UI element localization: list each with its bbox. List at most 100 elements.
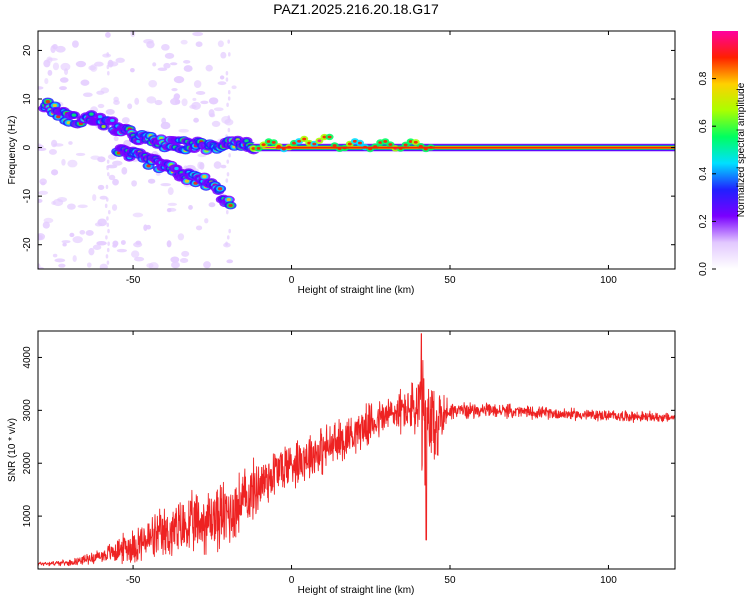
spectrogram-ridge-cell [45, 100, 51, 104]
spectrogram-noise-cell [97, 156, 106, 163]
spectrogram-noise-cell [67, 159, 78, 168]
spectrogram-tone-peak [307, 141, 312, 145]
spectrogram-streak-cell [225, 178, 229, 183]
spectrogram-noise-cell [86, 262, 92, 268]
snr-y-tick-label: 1000 [22, 505, 33, 528]
spectrogram-noise-cell [166, 208, 172, 213]
spectrogram-noise-cell [61, 158, 66, 166]
spectrogram-x-axis-label: Height of straight line (km) [298, 285, 415, 296]
spectrogram-noise-cell [181, 250, 190, 257]
spectrogram-noise-cell [38, 263, 41, 269]
spectrogram-noise-cell [71, 40, 79, 48]
spectrogram-noise-cell [130, 67, 135, 73]
spectrogram-tone-peak [322, 135, 327, 139]
spectrogram-noise-cell [51, 169, 59, 176]
spectrogram-noise-cell [52, 253, 58, 258]
colorbar-tick-label: 0.8 [698, 71, 709, 85]
snr-x-tick-label: 0 [289, 575, 295, 586]
figure-title: PAZ1.2025.216.20.18.G17 [273, 1, 439, 17]
spectrogram-tone-peak [317, 139, 322, 143]
snr-background [38, 331, 675, 569]
spectrogram-x-tick-label: -50 [126, 275, 141, 286]
spectrogram-noise-cell [113, 96, 119, 103]
spectrogram-noise-cell [121, 166, 128, 175]
spectrogram-noise-cell [38, 234, 43, 241]
spectrogram-noise-cell [135, 240, 142, 245]
snr-y-tick-label: 2000 [22, 452, 33, 475]
spectrogram-noise-cell [192, 31, 204, 37]
colorbar: 0.0 0.2 0.4 0.6 0.8 Normalized spectral ampl… [698, 31, 747, 276]
spectrogram-tone-peak [251, 147, 256, 150]
spectrogram-noise-cell [166, 240, 172, 248]
spectrogram-noise-cell [154, 99, 163, 106]
spectrogram-streak-cell [106, 159, 110, 164]
spectrogram-streak-cell [106, 64, 110, 70]
spectrogram-noise-cell [217, 81, 227, 86]
spectrogram-noise-cell [134, 256, 145, 262]
spectrogram-noise-cell [208, 202, 216, 208]
spectrogram-noise-cell [68, 141, 73, 145]
spectrogram-noise-cell [160, 183, 171, 187]
spectrogram-noise-cell [208, 97, 219, 105]
spectrogram-tone-peak [312, 142, 317, 146]
spectrogram-streak-cell [106, 52, 109, 57]
spectrogram-tone-peak [347, 142, 352, 146]
spectrogram-noise-cell [167, 187, 174, 196]
spectrogram-ridge-cell [146, 164, 151, 168]
spectrogram-tone-peak [332, 144, 337, 147]
spectrogram-noise-cell [108, 174, 116, 181]
spectrogram-streak-cell [225, 71, 229, 76]
colorbar-tick-label: 0.2 [698, 214, 709, 228]
spectrogram-noise-cell [160, 121, 171, 130]
spectrogram-noise-cell [132, 212, 144, 218]
spectrogram-noise-cell [75, 152, 86, 156]
spectrogram-x-tick-label: 100 [600, 275, 617, 286]
spectrogram-ridge-cell [71, 113, 77, 117]
spectrogram-noise-cell [209, 113, 216, 118]
snr-x-axis-label: Height of straight line (km) [298, 585, 415, 596]
spectrogram-noise-cell [171, 261, 180, 269]
spectrogram-noise-cell [224, 118, 234, 126]
spectrogram-tone-peak [408, 140, 413, 143]
spectrogram-noise-cell [183, 65, 193, 72]
spectrogram-ridge-cell [97, 115, 103, 119]
spectrogram-noise-cell [197, 161, 203, 170]
spectrogram-noise-cell [121, 117, 130, 124]
spectrogram-tone-peak [383, 140, 388, 143]
spectrogram-noise-cell [79, 229, 86, 235]
spectrogram-streak-cell [228, 153, 231, 158]
spectrogram-ridge-cell [244, 139, 249, 143]
spectrogram-ridge-cell [228, 203, 233, 208]
spectrogram-streak-cell [104, 203, 108, 209]
spectrogram-noise-cell [120, 240, 126, 246]
spectrogram-noise-cell [43, 59, 51, 68]
spectrogram-streak-cell [105, 184, 109, 190]
spectrogram-x-tick-label: 50 [444, 275, 456, 286]
spectrogram-streak-cell [107, 209, 111, 215]
spectrogram-streak-cell [227, 127, 231, 133]
spectrogram-streak-cell [225, 77, 229, 82]
spectrogram-noise-cell [203, 261, 211, 269]
spectrogram-noise-cell [112, 178, 119, 186]
spectrogram-noise-cell [115, 57, 125, 63]
spectrogram-noise-cell [173, 76, 185, 84]
spectrogram-y-ticks: -20 -10 0 10 20 [22, 44, 675, 252]
spectrogram-noise-cell [127, 103, 133, 110]
spectrogram-streak-cell [106, 172, 110, 177]
spectrogram-streak-cell [225, 209, 229, 215]
spectrogram-noise-cell [59, 86, 67, 91]
spectrogram-noise-cell [107, 59, 114, 68]
spectrogram-tone-peak [261, 143, 266, 147]
colorbar-tick-label: 0.4 [698, 166, 709, 180]
spectrogram-noise-cell [219, 75, 225, 80]
spectrogram-tone-peak [413, 140, 418, 144]
spectrogram-noise-cell [211, 120, 221, 128]
spectrogram-panel: -50 0 50 100 -20 -10 0 10 20 Height of straight… [7, 30, 676, 296]
spectrogram-noise-cell [62, 242, 67, 247]
spectrogram-noise-cell [99, 263, 108, 269]
spectrogram-noise-cell [38, 198, 43, 203]
spectrogram-streak-cell [228, 228, 231, 234]
spectrogram-noise-cell [147, 178, 156, 184]
spectrogram-noise-cell [88, 247, 95, 256]
spectrogram-noise-cell [100, 87, 110, 94]
